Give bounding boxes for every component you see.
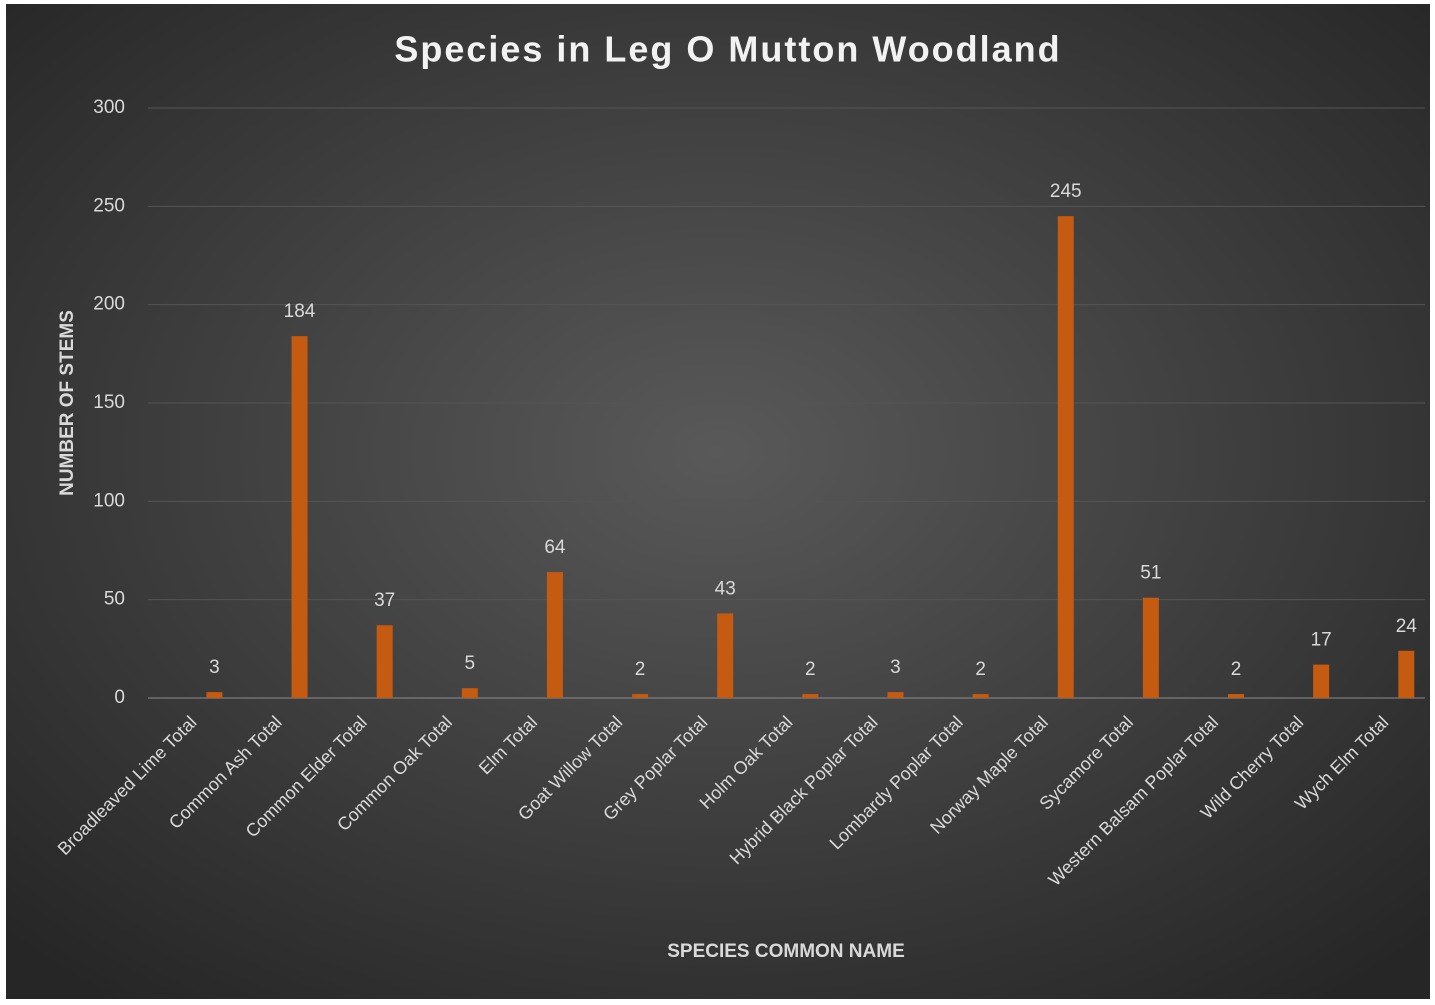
chart-title: Species in Leg O Mutton Woodland	[394, 29, 1061, 70]
data-label: 2	[805, 659, 816, 680]
y-tick-label: 0	[114, 687, 125, 708]
data-label: 5	[465, 653, 476, 674]
data-label: 43	[715, 578, 736, 599]
data-label: 64	[544, 537, 566, 558]
data-label: 3	[209, 657, 220, 678]
bar	[291, 336, 308, 698]
data-label: 2	[1231, 659, 1242, 680]
bar	[206, 692, 223, 698]
y-tick-label: 200	[93, 294, 125, 315]
bar	[376, 625, 393, 698]
data-label: 2	[975, 659, 986, 680]
y-tick-label: 250	[93, 195, 125, 216]
bar	[632, 694, 649, 698]
y-axis-title: NUMBER OF STEMS	[57, 310, 78, 496]
data-label: 184	[284, 301, 316, 322]
bar	[972, 694, 989, 698]
bar	[717, 613, 734, 698]
bar	[1313, 664, 1330, 698]
data-label: 245	[1050, 181, 1082, 202]
bar	[1228, 694, 1245, 698]
bar	[1057, 216, 1074, 698]
data-label: 51	[1140, 563, 1161, 584]
data-label: 37	[374, 590, 395, 611]
y-tick-label: 150	[93, 392, 125, 413]
y-tick-label: 50	[104, 589, 125, 610]
data-label: 3	[890, 657, 901, 678]
y-tick-label: 100	[93, 490, 125, 511]
x-axis-title: SPECIES COMMON NAME	[667, 941, 905, 962]
y-tick-label: 300	[93, 97, 125, 118]
data-label: 24	[1396, 616, 1418, 637]
bar	[546, 572, 563, 698]
bar	[1398, 650, 1415, 698]
bar	[1142, 597, 1159, 698]
data-label: 2	[635, 659, 646, 680]
data-label: 17	[1311, 630, 1332, 651]
bar	[802, 694, 819, 698]
bar	[887, 692, 904, 698]
bar	[461, 688, 478, 698]
